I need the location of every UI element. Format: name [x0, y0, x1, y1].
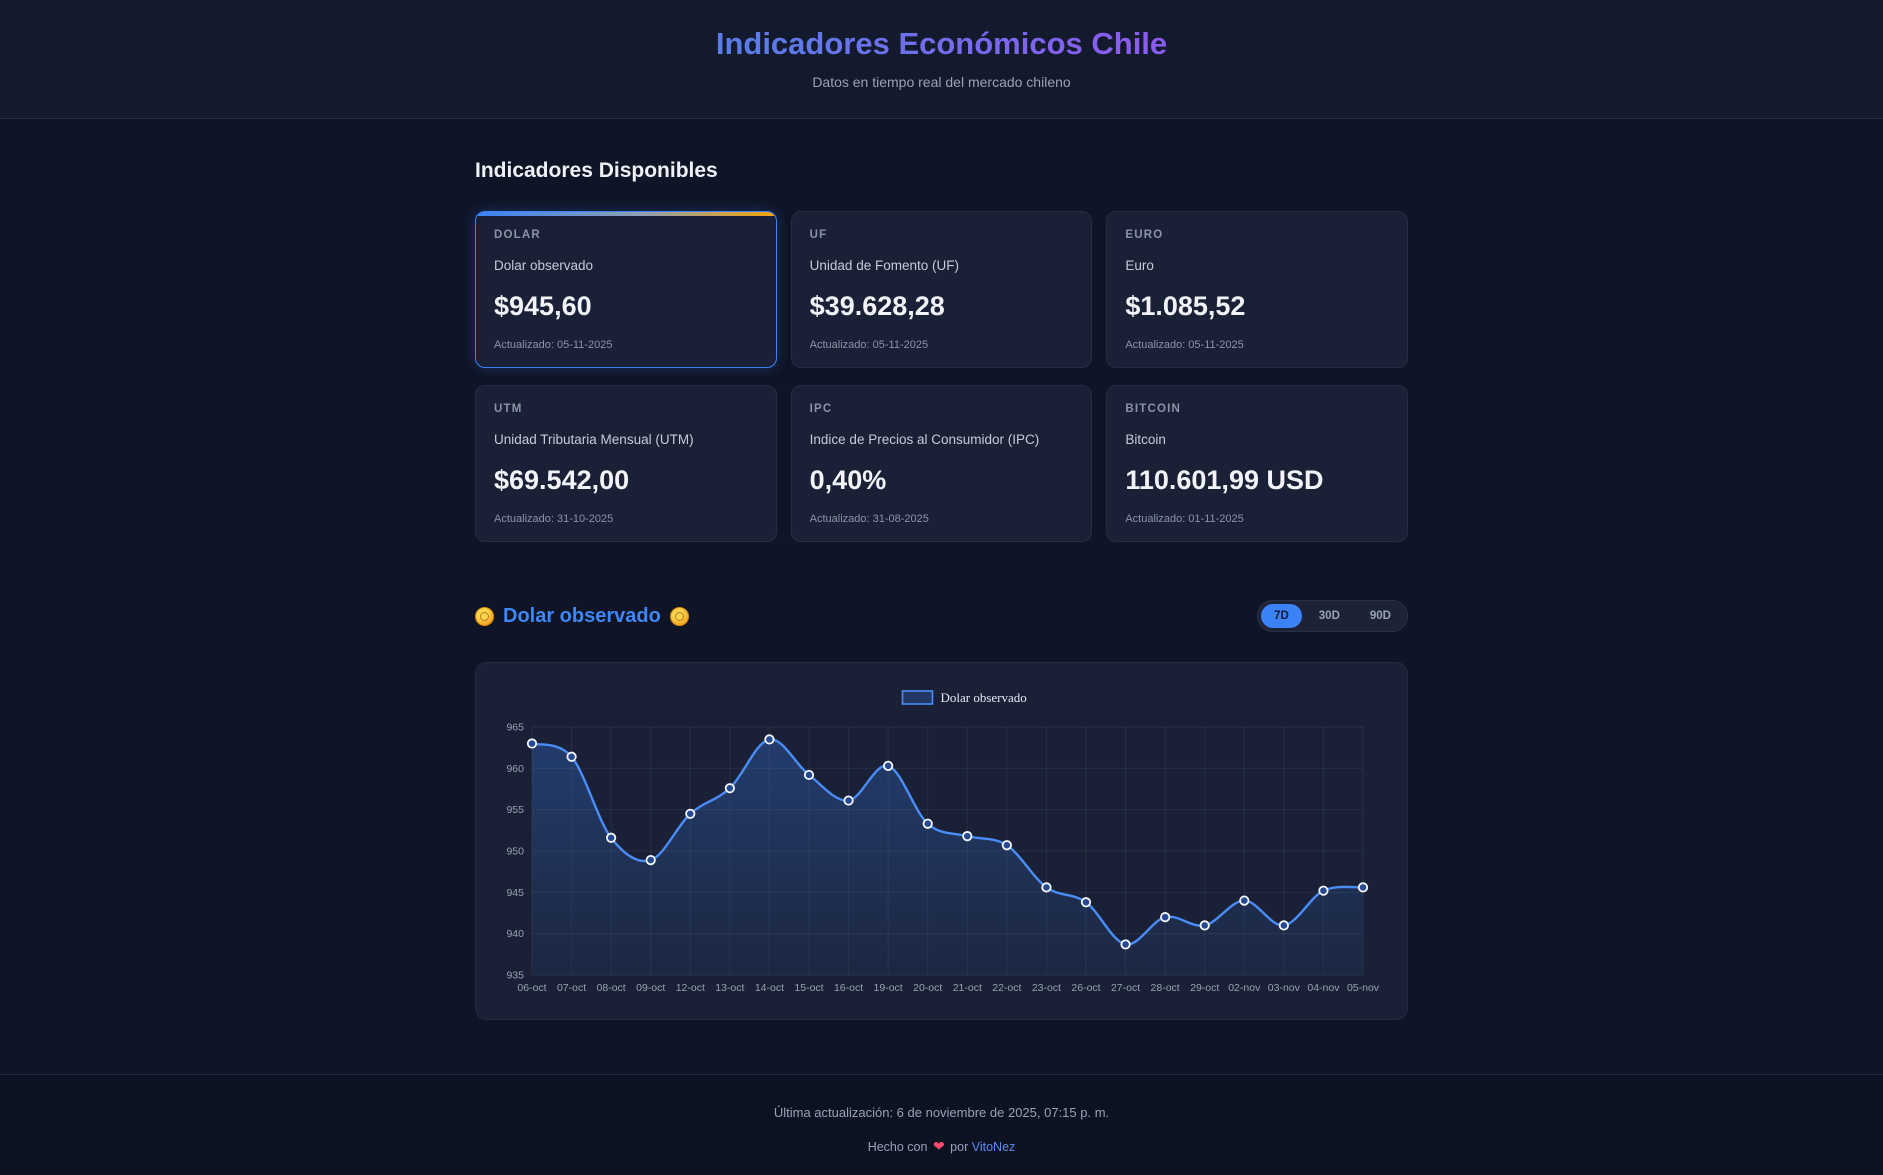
last-update-text: Última actualización: 6 de noviembre de …	[773, 1105, 1110, 1120]
indicators-heading: Indicadores Disponibles	[475, 159, 718, 182]
svg-text:15-oct: 15-oct	[794, 982, 823, 994]
indicator-cards-grid: DOLAR Dolar observado $945,60 Actualizad…	[475, 211, 1408, 542]
credit-link[interactable]: VitoNez	[971, 1140, 1016, 1154]
indicator-code: EURO	[1125, 229, 1164, 241]
coin-icon	[669, 606, 689, 626]
indicator-value: $39.628,28	[809, 291, 945, 321]
svg-text:16-oct: 16-oct	[834, 982, 863, 994]
svg-text:20-oct: 20-oct	[913, 982, 942, 994]
credit-middle: por	[950, 1140, 969, 1154]
svg-text:26-oct: 26-oct	[1071, 982, 1100, 994]
chart-header-row: Dolar observado 7D 30D 90D	[475, 600, 1408, 632]
credit-prefix: Hecho con	[867, 1140, 928, 1154]
svg-text:14-oct: 14-oct	[755, 982, 784, 994]
svg-text:Dolar observado: Dolar observado	[941, 690, 1027, 705]
svg-text:935: 935	[506, 970, 524, 982]
svg-text:05-nov: 05-nov	[1347, 982, 1380, 994]
svg-text:29-oct: 29-oct	[1190, 982, 1219, 994]
indicator-value: $945,60	[494, 291, 592, 321]
indicator-updated: Actualizado: 05-11-2025	[1125, 339, 1244, 351]
range-button-90d[interactable]: 90D	[1357, 604, 1404, 628]
indicator-name: Unidad de Fomento (UF)	[809, 258, 959, 273]
range-button-7d[interactable]: 7D	[1261, 604, 1302, 628]
indicator-updated: Actualizado: 05-11-2025	[809, 339, 929, 351]
indicator-code: UTM	[494, 403, 523, 415]
svg-text:13-oct: 13-oct	[715, 982, 744, 994]
indicator-name: Unidad Tributaria Mensual (UTM)	[494, 432, 694, 447]
svg-text:28-oct: 28-oct	[1151, 982, 1180, 994]
indicator-updated: Actualizado: 01-11-2025	[1125, 513, 1244, 525]
indicator-name: Dolar observado	[494, 258, 594, 273]
svg-text:09-oct: 09-oct	[636, 982, 665, 994]
app-footer: Última actualización: 6 de noviembre de …	[0, 1074, 1883, 1175]
indicator-card-uf[interactable]: UF Unidad de Fomento (UF) $39.628,28 Act…	[790, 211, 1093, 368]
svg-text:960: 960	[506, 763, 524, 775]
svg-text:03-nov: 03-nov	[1268, 982, 1301, 994]
svg-text:12-oct: 12-oct	[676, 982, 705, 994]
indicator-value: 0,40%	[809, 465, 887, 495]
indicator-code: DOLAR	[494, 229, 541, 241]
credit-text: Hecho con ❤ por VitoNez	[0, 1138, 1883, 1155]
indicator-code: IPC	[809, 403, 833, 415]
svg-text:950: 950	[506, 846, 524, 858]
indicator-name: Bitcoin	[1125, 432, 1166, 447]
svg-text:21-oct: 21-oct	[953, 982, 982, 994]
svg-text:23-oct: 23-oct	[1032, 982, 1061, 994]
indicator-card-dolar[interactable]: DOLAR Dolar observado $945,60 Actualizad…	[475, 211, 777, 368]
indicator-code: UF	[809, 229, 828, 241]
svg-text:02-nov: 02-nov	[1228, 982, 1261, 994]
svg-text:955: 955	[506, 804, 524, 816]
indicator-value: $69.542,00	[494, 465, 630, 495]
svg-text:940: 940	[506, 928, 524, 940]
svg-text:08-oct: 08-oct	[597, 982, 626, 994]
main-content: Indicadores Disponibles DOLAR Dolar obse…	[475, 159, 1408, 1020]
svg-text:04-nov: 04-nov	[1307, 982, 1340, 994]
heart-icon: ❤	[932, 1138, 945, 1154]
indicator-value: 110.601,99 USD	[1125, 465, 1324, 495]
indicator-code: BITCOIN	[1125, 403, 1182, 415]
coin-icon	[475, 606, 494, 626]
range-button-30d[interactable]: 30D	[1306, 604, 1353, 628]
chart-card: 935 940 945 950 955 960 965 06-oct 07-oct 08-oct 0…	[475, 662, 1408, 1020]
indicator-card-ipc[interactable]: IPC Indice de Precios al Consumidor (IPC…	[790, 385, 1093, 542]
svg-text:27-oct: 27-oct	[1111, 982, 1140, 994]
indicator-name: Euro	[1125, 258, 1154, 273]
indicator-card-utm[interactable]: UTM Unidad Tributaria Mensual (UTM) $69.…	[475, 385, 777, 542]
svg-text:06-oct: 06-oct	[517, 982, 546, 994]
time-range-switcher: 7D 30D 90D	[1257, 600, 1408, 632]
page-subtitle: Datos en tiempo real del mercado chileno	[812, 74, 1071, 90]
svg-text:19-oct: 19-oct	[874, 982, 903, 994]
svg-text:22-oct: 22-oct	[992, 982, 1021, 994]
indicator-card-bitcoin[interactable]: BITCOIN Bitcoin 110.601,99 USD Actualiza…	[1106, 385, 1408, 542]
app-header: Indicadores Económicos Chile Datos en ti…	[0, 0, 1883, 119]
indicator-card-euro[interactable]: EURO Euro $1.085,52 Actualizado: 05-11-2…	[1106, 211, 1408, 368]
indicator-updated: Actualizado: 05-11-2025	[494, 339, 613, 351]
indicator-name: Indice de Precios al Consumidor (IPC)	[809, 432, 1040, 447]
svg-text:07-oct: 07-oct	[557, 982, 586, 994]
indicator-value: $1.085,52	[1125, 291, 1246, 321]
indicator-updated: Actualizado: 31-10-2025	[494, 513, 614, 525]
dolar-line-chart: 935 940 945 950 955 960 965 06-oct 07-oct 08-oct 0…	[506, 690, 1380, 994]
svg-text:945: 945	[506, 887, 524, 899]
indicator-updated: Actualizado: 31-08-2025	[809, 513, 929, 525]
chart-section-title-wrap: Dolar observado	[475, 605, 689, 628]
svg-text:965: 965	[506, 722, 524, 734]
chart-section-title: Dolar observado	[503, 604, 661, 627]
page-title: Indicadores Económicos Chile	[715, 26, 1168, 61]
